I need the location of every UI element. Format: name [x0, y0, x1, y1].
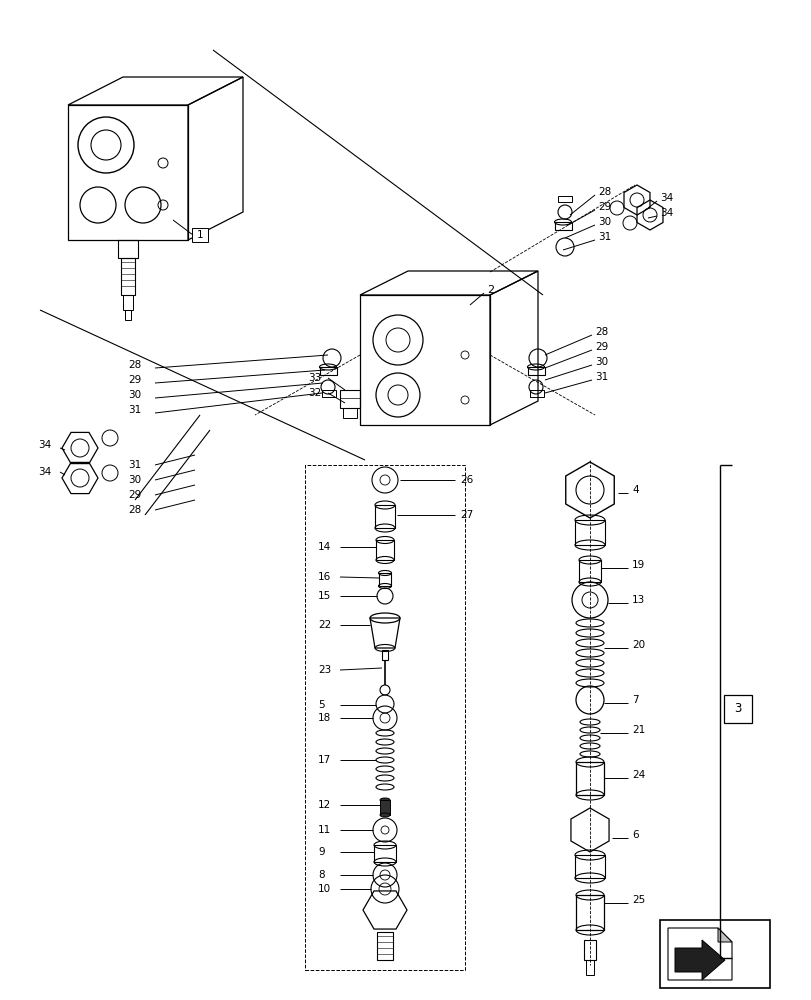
Text: 20: 20	[631, 640, 644, 650]
Text: 23: 23	[318, 665, 331, 675]
Text: 10: 10	[318, 884, 331, 894]
Text: 16: 16	[318, 572, 331, 582]
Text: 29: 29	[128, 375, 141, 385]
Text: 17: 17	[318, 755, 331, 765]
Text: 33: 33	[307, 373, 321, 383]
Text: 29: 29	[594, 342, 607, 352]
Text: 11: 11	[318, 825, 331, 835]
Ellipse shape	[380, 798, 389, 802]
Text: 18: 18	[318, 713, 331, 723]
Ellipse shape	[380, 813, 389, 817]
Text: 26: 26	[460, 475, 473, 485]
Text: 21: 21	[631, 725, 645, 735]
Text: 34: 34	[659, 193, 672, 203]
Polygon shape	[667, 928, 731, 980]
Text: 6: 6	[631, 830, 637, 840]
Polygon shape	[674, 940, 724, 980]
Text: 32: 32	[307, 388, 321, 398]
Text: 30: 30	[128, 390, 141, 400]
Text: 5: 5	[318, 700, 324, 710]
Text: 30: 30	[597, 217, 611, 227]
Bar	[723, 695, 751, 723]
Text: 31: 31	[597, 232, 611, 242]
Text: 29: 29	[597, 202, 611, 212]
Text: 34: 34	[38, 467, 51, 477]
Text: 31: 31	[128, 460, 141, 470]
Text: 8: 8	[318, 870, 324, 880]
Text: 30: 30	[128, 475, 141, 485]
Text: 31: 31	[128, 405, 141, 415]
Text: 14: 14	[318, 542, 331, 552]
Text: 28: 28	[597, 187, 611, 197]
Text: 9: 9	[318, 847, 324, 857]
Text: 15: 15	[318, 591, 331, 601]
Text: 3: 3	[733, 702, 740, 715]
Text: 7: 7	[631, 695, 637, 705]
Text: 25: 25	[631, 895, 645, 905]
Text: 34: 34	[38, 440, 51, 450]
Text: 13: 13	[631, 595, 645, 605]
Bar	[191, 228, 208, 242]
Text: 24: 24	[631, 770, 645, 780]
Text: 28: 28	[128, 360, 141, 370]
Text: 30: 30	[594, 357, 607, 367]
Text: 1: 1	[196, 230, 203, 240]
Text: 2: 2	[487, 285, 494, 295]
Text: 34: 34	[659, 208, 672, 218]
Text: 4: 4	[631, 485, 637, 495]
Polygon shape	[380, 800, 389, 815]
Text: 27: 27	[460, 510, 473, 520]
Polygon shape	[717, 928, 731, 942]
Text: 29: 29	[128, 490, 141, 500]
Text: 19: 19	[631, 560, 645, 570]
Text: 28: 28	[128, 505, 141, 515]
Bar	[305, 465, 465, 970]
Text: 28: 28	[594, 327, 607, 337]
Text: 12: 12	[318, 800, 331, 810]
Bar	[659, 920, 769, 988]
Text: 31: 31	[594, 372, 607, 382]
Text: 22: 22	[318, 620, 331, 630]
